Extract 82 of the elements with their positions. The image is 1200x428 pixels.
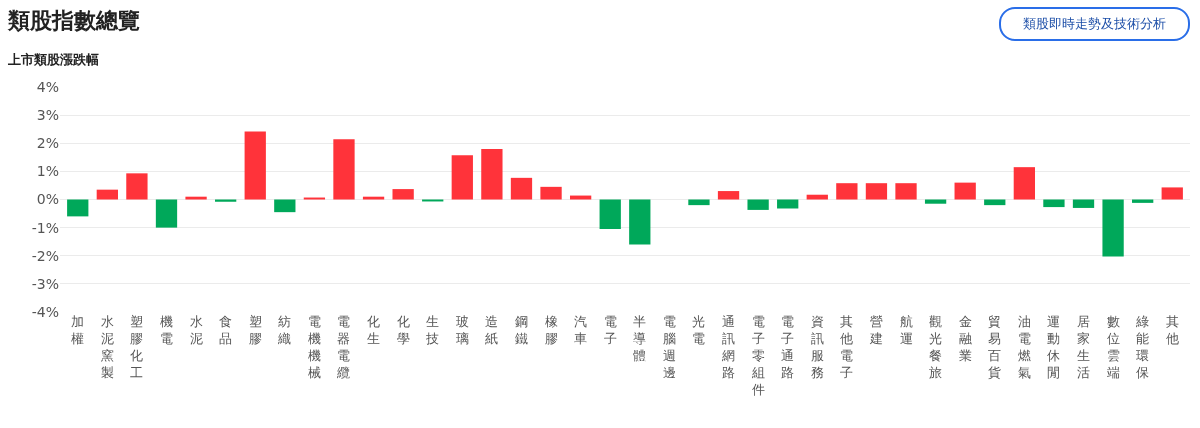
y-tick-label: 3% bbox=[36, 107, 59, 124]
bar bbox=[954, 182, 976, 200]
bar bbox=[865, 183, 888, 200]
bar bbox=[540, 186, 562, 200]
x-tick-label: 數位雲端 bbox=[1106, 314, 1120, 380]
bar bbox=[777, 199, 799, 209]
bar bbox=[67, 199, 89, 217]
bar bbox=[1102, 199, 1124, 257]
x-tick-label: 機電 bbox=[159, 314, 173, 346]
x-tick-label: 半導體 bbox=[633, 314, 647, 363]
analysis-button: 類股即時走勢及技術分析 bbox=[999, 7, 1190, 41]
x-tick-label: 資訊服務 bbox=[810, 314, 824, 380]
bar bbox=[629, 199, 651, 245]
x-tick-label: 營建 bbox=[868, 314, 883, 346]
x-tick-label: 電器電纜 bbox=[336, 314, 351, 380]
bar bbox=[1161, 187, 1183, 200]
bar bbox=[451, 155, 473, 200]
x-tick-label: 加權 bbox=[71, 314, 85, 346]
y-tick-label: -3% bbox=[31, 275, 59, 292]
x-tick-label: 其他電子 bbox=[840, 314, 854, 380]
bar bbox=[1043, 199, 1065, 208]
bar bbox=[392, 189, 414, 200]
x-tick-label: 橡膠 bbox=[544, 314, 558, 346]
x-tick-label: 玻璃 bbox=[455, 314, 469, 346]
y-tick-label: 2% bbox=[36, 135, 59, 152]
bar bbox=[895, 183, 917, 200]
x-tick-label: 造紙 bbox=[485, 314, 499, 346]
x-tick-label: 電腦週邊 bbox=[662, 314, 676, 380]
bar bbox=[747, 199, 769, 210]
x-tick-label: 水泥 bbox=[189, 314, 203, 346]
bar bbox=[599, 199, 621, 230]
y-tick-label: 0% bbox=[36, 191, 59, 208]
x-tick-label: 觀光餐旅 bbox=[929, 314, 943, 380]
x-tick-label: 塑膠 bbox=[248, 314, 262, 346]
bar bbox=[836, 183, 858, 200]
bar bbox=[274, 199, 296, 213]
bar bbox=[569, 195, 592, 200]
x-tick-label: 電子通路 bbox=[781, 314, 795, 380]
x-tick-label: 鋼鐵 bbox=[514, 314, 528, 346]
x-tick-label: 食品 bbox=[219, 314, 233, 346]
bar bbox=[688, 199, 710, 206]
bar bbox=[155, 199, 178, 228]
bar bbox=[96, 189, 118, 200]
x-tick-label: 貿易百貨 bbox=[988, 314, 1002, 380]
bar bbox=[362, 196, 385, 200]
chart-subtitle: 上市類股漲跌幅 bbox=[8, 51, 99, 69]
y-tick-label: -1% bbox=[31, 219, 59, 236]
x-tick-label: 運動休閒 bbox=[1047, 314, 1061, 380]
bar bbox=[185, 196, 207, 200]
x-tick-label: 其他 bbox=[1165, 314, 1179, 346]
x-tick-label: 通訊網路 bbox=[721, 314, 736, 380]
x-tick-label: 水泥窯製 bbox=[100, 314, 114, 380]
x-tick-label: 金融業 bbox=[958, 314, 972, 363]
x-tick-label: 紡織 bbox=[277, 314, 292, 346]
x-tick-label: 綠能環保 bbox=[1135, 314, 1150, 380]
bar bbox=[481, 148, 503, 200]
bar bbox=[1013, 167, 1035, 200]
y-tick-label: 1% bbox=[36, 163, 59, 180]
bar bbox=[717, 191, 740, 200]
x-tick-label: 光電 bbox=[692, 314, 706, 346]
x-tick-label: 航運 bbox=[899, 314, 913, 346]
bar bbox=[924, 199, 947, 204]
x-tick-label: 塑膠化工 bbox=[130, 314, 144, 380]
bar bbox=[244, 131, 266, 200]
x-tick-label: 居家生活 bbox=[1077, 314, 1091, 380]
x-tick-label: 生技 bbox=[425, 314, 440, 346]
x-tick-label: 化生 bbox=[367, 314, 381, 346]
bar bbox=[1072, 199, 1095, 208]
x-tick-label: 電機機械 bbox=[307, 314, 321, 380]
x-tick-label: 電子零組件 bbox=[750, 314, 765, 397]
x-tick-label: 電子 bbox=[603, 314, 617, 346]
bar bbox=[126, 173, 148, 200]
chart-title: 類股指數總覽 bbox=[8, 7, 140, 35]
y-tick-label: 4% bbox=[36, 78, 59, 95]
x-tick-label: 油電燃氣 bbox=[1017, 314, 1031, 380]
bar bbox=[333, 139, 355, 200]
bar bbox=[806, 194, 828, 200]
y-tick-label: -4% bbox=[31, 303, 59, 320]
bar bbox=[510, 177, 533, 200]
x-tick-label: 化學 bbox=[396, 314, 410, 346]
y-tick-label: -2% bbox=[31, 247, 59, 264]
x-tick-label: 汽車 bbox=[574, 314, 588, 346]
